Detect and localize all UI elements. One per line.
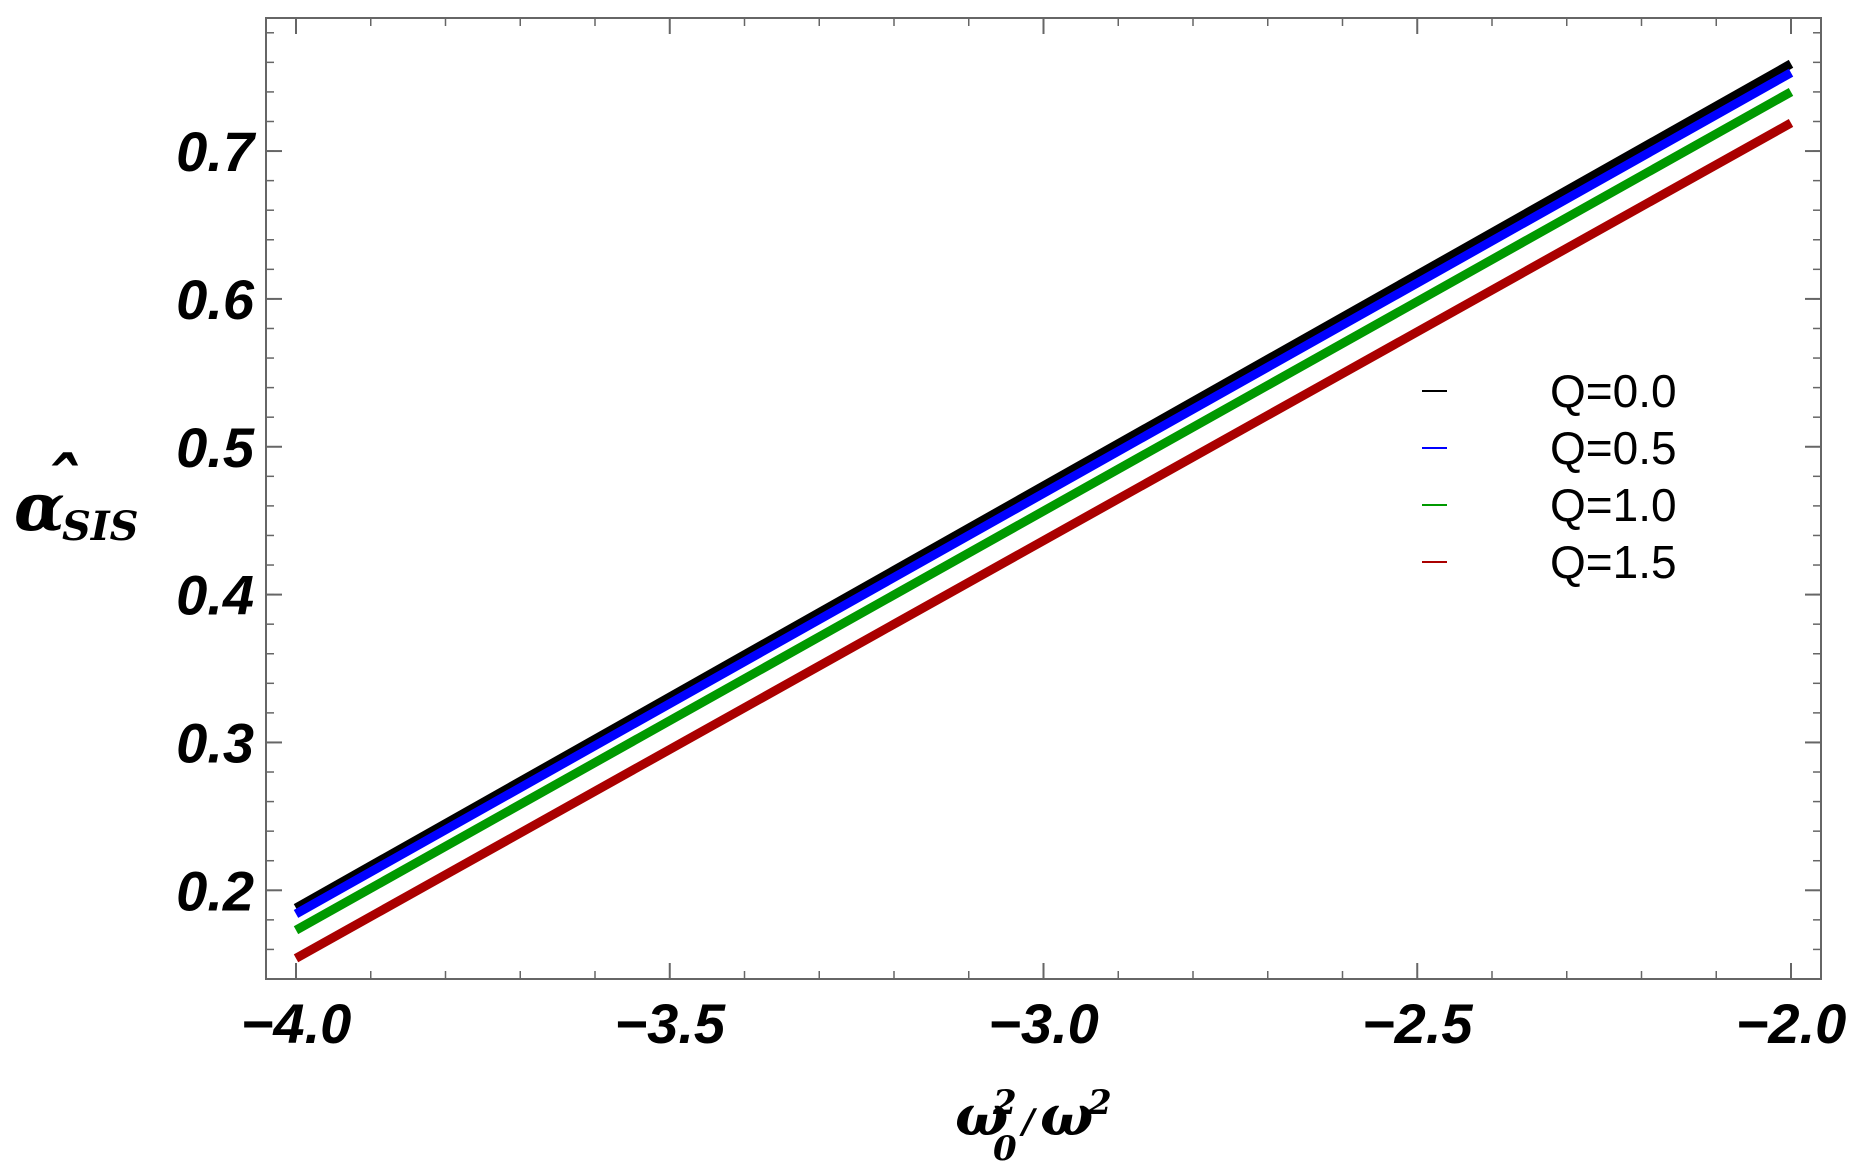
x-axis-label-subscript0: 0 bbox=[993, 1129, 1017, 1169]
legend-label: Q=1.5 bbox=[1550, 536, 1677, 588]
y-tick-label: 0.2 bbox=[176, 859, 254, 922]
x-axis-label: ω 0 2 / ω 2 bbox=[955, 1083, 1112, 1169]
y-axis-label-alpha: α bbox=[14, 468, 65, 546]
y-tick-label: 0.4 bbox=[176, 564, 254, 627]
x-tick-labels: −4.0 −3.5 −3.0 −2.5 −2.0 bbox=[241, 992, 1847, 1055]
x-axis-label-slash: / bbox=[1019, 1102, 1038, 1142]
x-axis-label-superscript1: 2 bbox=[992, 1083, 1017, 1123]
x-axis-label-superscript2: 2 bbox=[1087, 1083, 1112, 1123]
y-tick-label: 0.3 bbox=[176, 711, 254, 774]
x-tick-label: −2.0 bbox=[1736, 992, 1847, 1055]
y-axis-label: ˆ α SIS bbox=[14, 442, 138, 550]
y-axis-label-hat: ˆ bbox=[44, 442, 80, 527]
legend-label: Q=0.5 bbox=[1550, 422, 1677, 474]
series-line bbox=[293, 59, 1794, 912]
y-tick-label: 0.7 bbox=[176, 120, 257, 183]
series-line bbox=[293, 68, 1794, 918]
legend-label: Q=0.0 bbox=[1550, 365, 1677, 417]
x-axis-label-omega0: ω bbox=[955, 1083, 1008, 1149]
x-tick-label: −4.0 bbox=[241, 992, 352, 1055]
major-ticks bbox=[266, 18, 1821, 979]
y-tick-labels: 0.2 0.3 0.4 0.5 0.6 0.7 bbox=[176, 120, 257, 922]
x-tick-label: −3.0 bbox=[988, 992, 1099, 1055]
y-tick-label: 0.5 bbox=[176, 416, 255, 479]
x-tick-label: −2.5 bbox=[1362, 992, 1473, 1055]
y-axis-label-subscript: SIS bbox=[62, 503, 138, 550]
legend-label: Q=1.0 bbox=[1550, 479, 1677, 531]
y-tick-label: 0.6 bbox=[176, 268, 255, 331]
legend: Q=0.0Q=0.5Q=1.0Q=1.5 bbox=[1422, 365, 1677, 588]
x-tick-label: −3.5 bbox=[614, 992, 725, 1055]
series-line bbox=[293, 119, 1794, 963]
series-line bbox=[293, 87, 1794, 935]
x-axis-label-omega: ω bbox=[1040, 1083, 1093, 1149]
series-lines bbox=[293, 59, 1794, 963]
